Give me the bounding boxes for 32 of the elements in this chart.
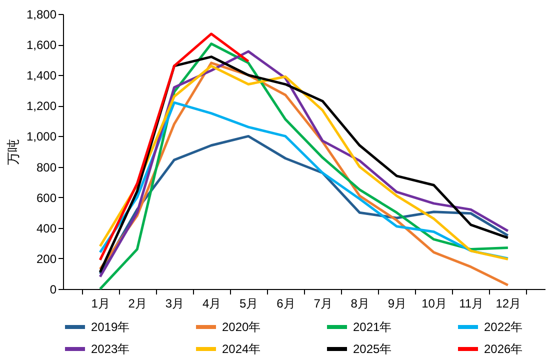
x-tick-label: 9月 [388,296,407,310]
x-tick-label: 2月 [128,296,147,310]
legend-label: 2021年 [353,320,392,334]
y-tick-label: 1,000 [26,130,57,144]
y-tick-label: 0 [50,282,57,296]
y-tick-label: 600 [36,190,57,205]
x-tick-label: 3月 [165,296,184,310]
x-tick-label: 8月 [350,296,370,310]
x-tick-label: 4月 [202,296,222,310]
x-tick-label: 11月 [459,296,484,310]
x-tick-label: 6月 [276,296,296,310]
legend-label: 2025年 [353,342,392,356]
legend-label: 2020年 [222,320,261,334]
legend-label: 2022年 [484,320,523,334]
x-tick-label: 7月 [314,296,332,310]
line-series [98,32,250,262]
y-axis-title: 万吨 [5,139,20,165]
y-tick-label: 1,600 [26,38,57,52]
y-tick-label: 800 [36,160,57,174]
x-tick-label: 12月 [496,296,522,310]
x-tick-label: 10月 [422,296,447,310]
x-tick-label: 1月 [91,296,110,310]
legend-label: 2023年 [91,342,130,356]
y-tick-label: 200 [36,252,57,266]
x-tick-label: 5月 [240,296,258,310]
y-tick-label: 1,200 [26,99,57,114]
y-tick-label: 400 [36,221,57,236]
y-tick-label: 1,400 [26,68,57,83]
legend-label: 2019年 [91,320,130,334]
legend-label: 2024年 [222,342,261,356]
legend-label: 2026年 [484,342,523,356]
y-tick-label: 1,800 [26,8,57,22]
